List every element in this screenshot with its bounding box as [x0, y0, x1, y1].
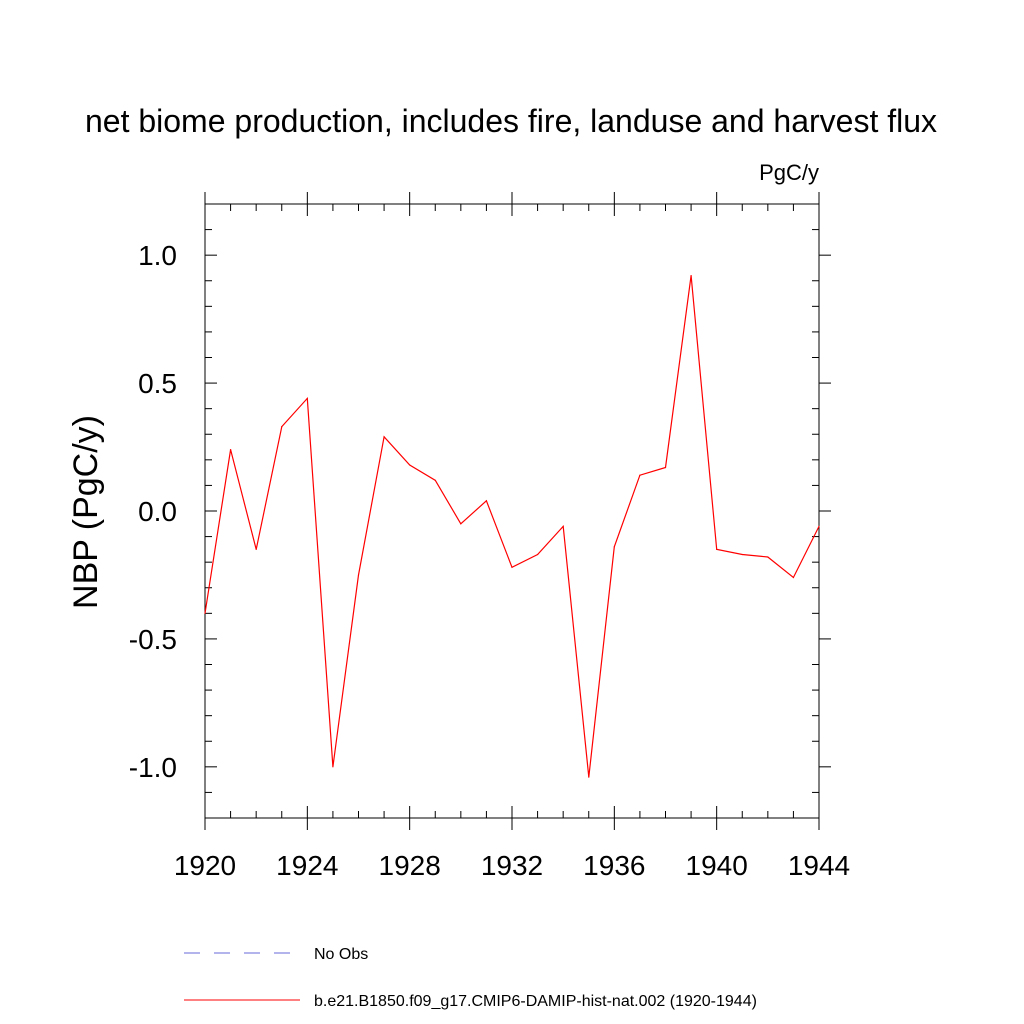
- data-point: [767, 556, 769, 558]
- data-point: [460, 523, 462, 525]
- data-point: [229, 449, 232, 451]
- data-point: [357, 574, 360, 576]
- data-point: [690, 275, 692, 277]
- x-tick-label: 1940: [686, 850, 748, 881]
- x-ticks: 1920 1924 1928 1932 1936 1940 1944: [174, 192, 850, 881]
- y-tick-label: -1.0: [129, 752, 177, 783]
- x-tick-label: 1936: [583, 850, 645, 881]
- data-point: [562, 525, 564, 527]
- series-group: [204, 275, 820, 778]
- y-tick-label: 0.0: [138, 496, 177, 527]
- data-point: [255, 548, 257, 550]
- legend-label: No Obs: [314, 946, 368, 963]
- data-point: [434, 479, 436, 481]
- data-point: [818, 525, 820, 527]
- plot-frame: [204, 203, 820, 819]
- data-point: [204, 612, 206, 614]
- series-line: [204, 275, 820, 778]
- data-point: [741, 553, 743, 556]
- x-tick-label: 1924: [276, 850, 338, 881]
- minor-ticks: [205, 203, 819, 819]
- data-point: [281, 425, 283, 428]
- units-label: PgC/y: [759, 160, 819, 185]
- x-tick-label: 1920: [174, 850, 236, 881]
- data-point: [511, 566, 513, 568]
- x-tick-label: 1928: [379, 850, 441, 881]
- data-point: [485, 500, 488, 502]
- data-point: [409, 464, 411, 466]
- data-point: [792, 576, 795, 579]
- data-point: [639, 474, 641, 476]
- y-tick-label: 0.5: [138, 368, 177, 399]
- y-ticks: -1.0 -0.5 0.0 0.5 1.0: [129, 240, 831, 783]
- data-point: [383, 436, 385, 438]
- legend-label: b.e21.B1850.f09_g17.CMIP6-DAMIP-hist-nat…: [314, 993, 757, 1010]
- data-point: [613, 546, 615, 548]
- y-tick-label: 1.0: [138, 240, 177, 271]
- data-point: [332, 766, 334, 768]
- y-tick-label: -0.5: [129, 624, 177, 655]
- x-tick-label: 1944: [788, 850, 850, 881]
- data-point: [664, 466, 667, 469]
- chart-title: net biome production, includes fire, lan…: [85, 103, 937, 139]
- x-tick-label: 1932: [481, 850, 543, 881]
- legend: No Obs b.e21.B1850.f09_g17.CMIP6-DAMIP-hi…: [184, 946, 757, 1010]
- data-point: [716, 548, 718, 550]
- data-point: [306, 397, 308, 400]
- data-point: [536, 553, 539, 556]
- data-point: [588, 776, 590, 778]
- y-axis-label: NBP (PgC/y): [67, 415, 105, 609]
